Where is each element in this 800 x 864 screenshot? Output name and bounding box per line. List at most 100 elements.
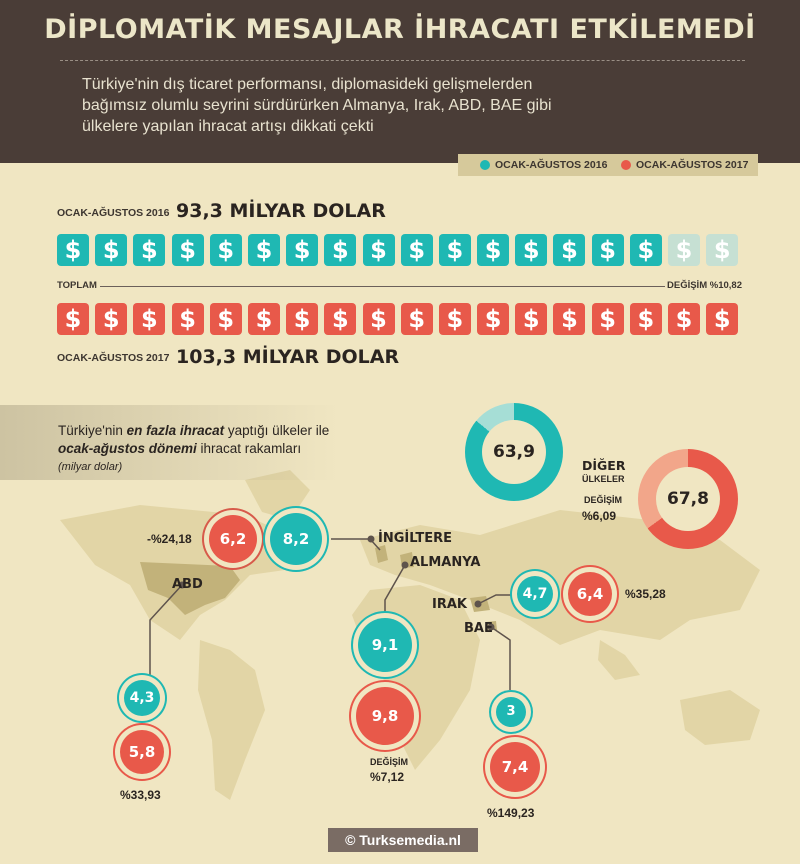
uk-shape xyxy=(375,545,388,563)
iraq-change: %35,28 xyxy=(625,587,666,601)
usa-change: %33,93 xyxy=(120,788,161,802)
dollar-icon: $ xyxy=(286,303,319,335)
legend: OCAK-AĞUSTOS 2016 OCAK-AĞUSTOS 2017 xyxy=(458,154,758,176)
dollar-icon: $ xyxy=(477,303,510,335)
dollar-icon: $ xyxy=(591,234,624,266)
total-divider xyxy=(100,286,665,287)
others-label: DİĞER xyxy=(582,458,626,473)
intro-emphasis: ocak-ağustos dönemi xyxy=(58,441,197,456)
subtitle-line: ülkelere yapılan ihracat artışı dikkati … xyxy=(82,118,374,135)
dollar-row-2017: $ $ $ $ $ $ $ $ $ $ $ $ $ $ $ $ $ $ xyxy=(57,303,739,335)
uae-2016-bubble: 3 xyxy=(496,697,526,727)
usa-2016-bubble: 4,3 xyxy=(124,680,160,716)
legend-swatch-teal xyxy=(480,160,490,170)
dollar-icon: $ xyxy=(324,234,357,266)
usa-label: ABD xyxy=(172,577,203,592)
title-divider xyxy=(60,60,745,61)
germany-2017-bubble: 9,8 xyxy=(356,687,414,745)
iraq-2017-bubble: 6,4 xyxy=(568,572,612,616)
subtitle: Türkiye'nin dış ticaret performansı, dip… xyxy=(82,74,662,137)
dollar-icon: $ xyxy=(362,234,395,266)
dollar-icon: $ xyxy=(247,234,280,266)
germany-change-label: DEĞİŞİM xyxy=(370,757,409,767)
germany-label: ALMANYA xyxy=(410,555,481,570)
legend-label: OCAK-AĞUSTOS 2016 xyxy=(495,159,608,171)
dollar-icon: $ xyxy=(668,303,700,335)
uk-label: İNGİLTERE xyxy=(378,531,452,546)
legend-item-2017: OCAK-AĞUSTOS 2017 xyxy=(621,159,748,171)
donut-others-2016-value: 63,9 xyxy=(482,420,546,484)
uae-change: %149,23 xyxy=(487,806,535,820)
dollar-row-2016: $ $ $ $ $ $ $ $ $ $ $ $ $ $ $ $ $ $ xyxy=(57,234,739,266)
iraq-label: IRAK xyxy=(432,597,467,612)
credit-badge: © Turksemedia.nl xyxy=(328,828,478,852)
uae-label: BAE xyxy=(464,621,493,636)
dollar-icon: $ xyxy=(324,303,357,335)
dollar-icon: $ xyxy=(668,234,700,266)
connector-dots xyxy=(178,535,495,631)
intro-shadow xyxy=(0,405,340,480)
dollar-icon: $ xyxy=(209,303,242,335)
total-change: DEĞİŞİM %10,82 xyxy=(667,280,742,291)
page-title: DİPLOMATİK MESAJLAR İHRACATI ETKİLEMEDİ xyxy=(44,14,756,45)
dollar-icon: $ xyxy=(247,303,280,335)
donut-others-2017: 67,8 xyxy=(638,449,738,549)
dollar-icon: $ xyxy=(133,303,166,335)
uk-2016-bubble: 8,2 xyxy=(270,513,322,565)
period-2017-label: OCAK-AĞUSTOS 2017 xyxy=(57,352,170,364)
dollar-icon: $ xyxy=(706,234,739,266)
usa-shape xyxy=(140,562,240,615)
iraq-2016-bubble: 4,7 xyxy=(517,576,553,612)
dollar-icon: $ xyxy=(400,234,433,266)
others-change: %6,09 xyxy=(582,509,617,523)
usa-2017-bubble: 5,8 xyxy=(120,730,164,774)
dollar-icon: $ xyxy=(362,303,395,335)
connector-lines xyxy=(149,538,517,690)
dollar-icon: $ xyxy=(95,303,128,335)
period-2016-label: OCAK-AĞUSTOS 2016 xyxy=(57,207,170,219)
intro-text-part: ihracat rakamları xyxy=(196,441,302,456)
period-2017-value: 103,3 MİLYAR DOLAR xyxy=(176,346,400,368)
dollar-icon: $ xyxy=(591,303,624,335)
dollar-icon: $ xyxy=(515,303,548,335)
dollar-icon: $ xyxy=(171,303,204,335)
legend-item-2016: OCAK-AĞUSTOS 2016 xyxy=(480,159,607,171)
intro-text: Türkiye'nin en fazla ihracat yaptığı ülk… xyxy=(58,422,388,476)
header-panel: DİPLOMATİK MESAJLAR İHRACATI ETKİLEMEDİ … xyxy=(0,0,800,163)
uae-2017-bubble: 7,4 xyxy=(490,742,540,792)
dollar-icon: $ xyxy=(553,303,586,335)
intro-unit: (milyar dolar) xyxy=(58,461,123,473)
uk-2017-bubble: 6,2 xyxy=(209,515,257,563)
germany-change: %7,12 xyxy=(370,770,405,784)
germany-2016-bubble: 9,1 xyxy=(358,618,412,672)
uk-change: -%24,18 xyxy=(147,532,192,546)
dollar-icon: $ xyxy=(438,303,471,335)
intro-text-part: Türkiye'nin xyxy=(58,423,127,438)
dollar-icon: $ xyxy=(629,303,662,335)
dollar-icon: $ xyxy=(171,234,204,266)
dollar-icon: $ xyxy=(477,234,510,266)
dollar-icon: $ xyxy=(57,303,89,335)
dollar-icon: $ xyxy=(553,234,586,266)
total-label: TOPLAM xyxy=(57,280,97,291)
subtitle-line: bağımsız olumlu seyrini sürdürürken Alma… xyxy=(82,97,552,114)
intro-emphasis: en fazla ihracat xyxy=(126,423,225,438)
dollar-icon: $ xyxy=(133,234,166,266)
donut-others-2017-value: 67,8 xyxy=(656,467,720,531)
dollar-icon: $ xyxy=(515,234,548,266)
legend-swatch-red xyxy=(621,160,631,170)
others-label-2: ÜLKELER xyxy=(582,474,625,484)
dollar-icon: $ xyxy=(95,234,128,266)
dollar-icon: $ xyxy=(706,303,739,335)
intro-line-2: ocak-ağustos dönemi ihracat rakamları xyxy=(58,440,388,458)
legend-label: OCAK-AĞUSTOS 2017 xyxy=(636,159,749,171)
intro-line-1: Türkiye'nin en fazla ihracat yaptığı ülk… xyxy=(58,422,388,440)
dollar-icon: $ xyxy=(629,234,662,266)
dollar-icon: $ xyxy=(57,234,89,266)
period-2016-value: 93,3 MİLYAR DOLAR xyxy=(176,200,386,222)
dollar-icon: $ xyxy=(286,234,319,266)
donut-others-2016: 63,9 xyxy=(465,403,563,501)
others-change-label: DEĞİŞİM xyxy=(584,495,623,505)
dollar-icon: $ xyxy=(438,234,471,266)
